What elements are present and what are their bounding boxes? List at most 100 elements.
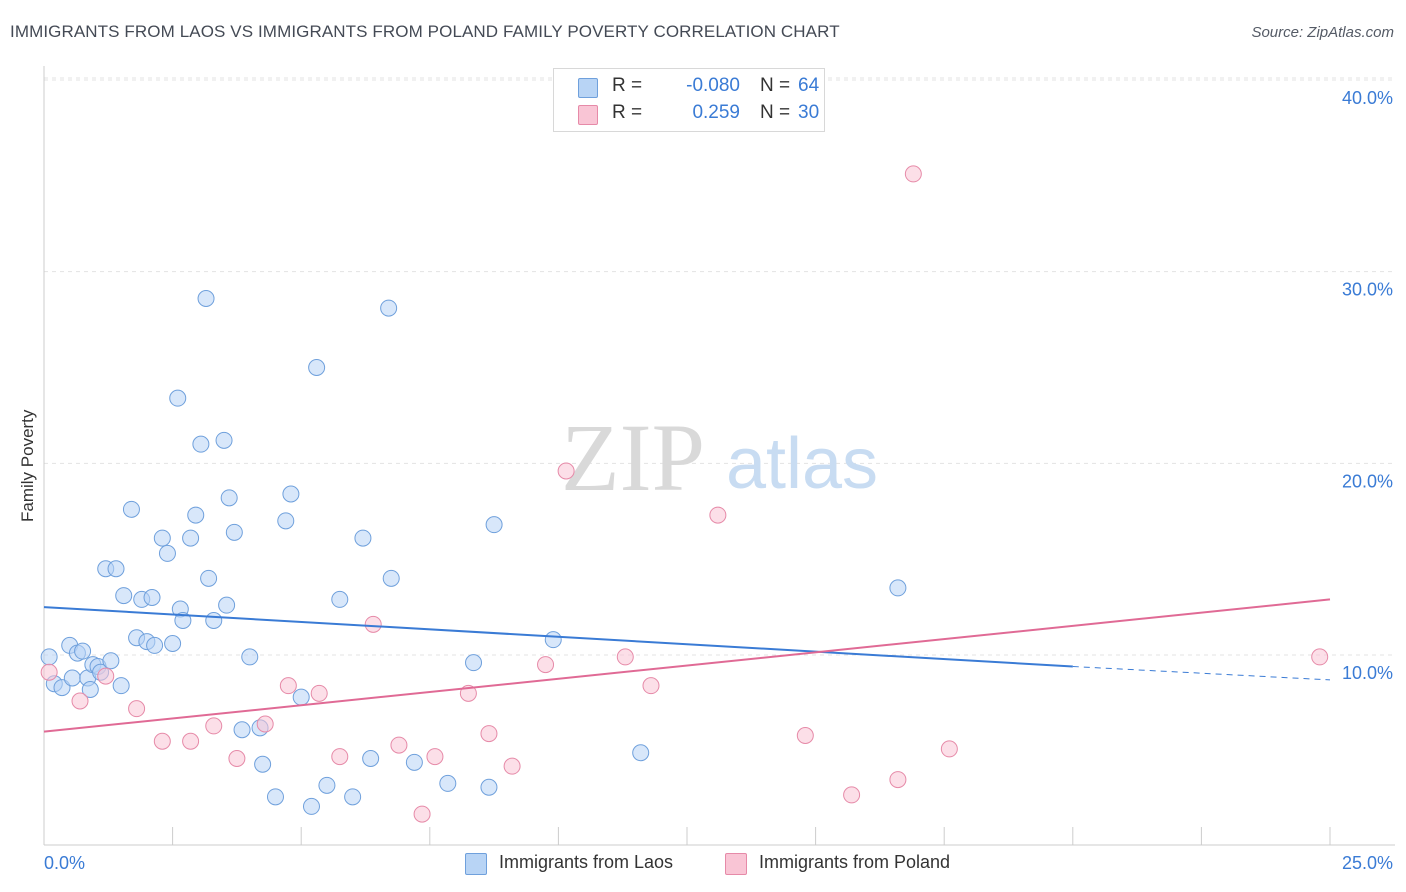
trend-line-poland xyxy=(43,598,1331,733)
laos-point xyxy=(282,485,300,503)
laos-point xyxy=(439,774,457,792)
laos-point xyxy=(544,631,562,649)
poland-point xyxy=(256,715,274,733)
laos-point xyxy=(380,299,398,317)
grid-lines xyxy=(44,77,1395,656)
laos-point xyxy=(254,755,272,773)
laos-point xyxy=(107,560,125,578)
bottom-legend-swatch-poland xyxy=(725,853,747,875)
laos-point xyxy=(302,797,320,815)
laos-point xyxy=(197,290,215,307)
tick-labels: 10.0% 20.0% 30.0% 40.0% 0.0% 25.0% xyxy=(44,88,1393,873)
laos-point xyxy=(158,544,176,562)
laos-point xyxy=(308,359,326,376)
y-tick-label: 20.0% xyxy=(1342,471,1393,491)
laos-point xyxy=(192,435,210,453)
legend-r-label: R = xyxy=(612,102,643,123)
laos-point xyxy=(233,721,251,739)
legend-swatch-laos xyxy=(578,78,598,98)
poland-point xyxy=(843,786,861,804)
y-tick-label: 30.0% xyxy=(1342,280,1393,300)
laos-point xyxy=(465,654,483,672)
poland-point xyxy=(182,732,200,750)
poland-point xyxy=(537,656,555,674)
laos-point xyxy=(218,596,236,614)
series-poland-points xyxy=(40,165,1329,823)
poland-point xyxy=(1311,648,1329,666)
laos-point xyxy=(115,587,133,605)
laos-point xyxy=(182,529,200,547)
poland-point xyxy=(228,750,246,767)
laos-point xyxy=(318,776,336,794)
poland-point xyxy=(503,757,521,775)
laos-point xyxy=(74,642,92,660)
legend-n-label: N = xyxy=(760,75,791,96)
y-axis-label: Family Poverty xyxy=(18,409,37,522)
laos-point xyxy=(266,788,284,806)
laos-point xyxy=(63,669,81,687)
poland-point xyxy=(128,700,146,718)
poland-point xyxy=(310,684,328,702)
legend-r-value: -0.080 xyxy=(686,75,740,96)
poland-point xyxy=(904,165,922,183)
laos-point xyxy=(277,512,295,530)
source-label: Source: ZipAtlas.com xyxy=(1251,24,1394,41)
laos-point xyxy=(112,677,130,695)
poland-point xyxy=(796,727,814,744)
trend-lines xyxy=(43,598,1331,733)
series-laos-points xyxy=(40,290,907,815)
poland-point xyxy=(480,725,498,743)
trend-line-laos xyxy=(43,606,1073,668)
laos-point xyxy=(205,612,223,629)
laos-point xyxy=(143,589,161,606)
poland-point xyxy=(97,667,115,685)
laos-point xyxy=(169,389,187,407)
laos-point xyxy=(146,636,164,654)
laos-point xyxy=(187,506,205,524)
laos-point xyxy=(174,612,192,629)
poland-point xyxy=(940,740,958,758)
poland-point xyxy=(279,677,297,695)
bottom-legend-swatch-laos xyxy=(465,853,487,875)
laos-point xyxy=(480,778,498,796)
y-tick-label: 10.0% xyxy=(1342,663,1393,683)
laos-point xyxy=(485,516,503,534)
poland-point xyxy=(557,462,575,480)
x-tick-label: 25.0% xyxy=(1342,853,1393,873)
laos-point xyxy=(344,788,362,806)
poland-point xyxy=(390,736,408,754)
poland-point xyxy=(426,748,444,766)
chart-title: IMMIGRANTS FROM LAOS VS IMMIGRANTS FROM … xyxy=(10,22,840,41)
laos-point xyxy=(153,529,171,547)
poland-point xyxy=(71,692,89,710)
y-tick-label: 40.0% xyxy=(1342,88,1393,108)
bottom-legend-label-laos: Immigrants from Laos xyxy=(499,852,674,872)
laos-point xyxy=(331,590,349,608)
x-tick-label: 0.0% xyxy=(44,853,85,873)
laos-point xyxy=(164,635,182,652)
laos-point xyxy=(102,652,120,670)
laos-point xyxy=(200,569,218,587)
laos-point xyxy=(220,489,238,507)
laos-point xyxy=(382,569,400,587)
laos-point xyxy=(889,579,907,597)
poland-point xyxy=(642,677,660,695)
laos-point xyxy=(241,648,259,666)
legend-n-value: 64 xyxy=(798,75,820,96)
poland-point xyxy=(889,771,907,789)
legend-n-label: N = xyxy=(760,102,791,123)
poland-point xyxy=(205,717,223,735)
legend-swatch-poland xyxy=(578,105,598,125)
laos-point xyxy=(292,688,310,706)
watermark-atlas: atlas xyxy=(726,424,878,504)
trend-line-laos-extension xyxy=(1072,666,1331,681)
laos-point xyxy=(354,529,372,547)
laos-point xyxy=(81,681,99,698)
laos-point xyxy=(632,744,650,762)
poland-point xyxy=(413,805,431,823)
poland-point xyxy=(364,615,382,633)
poland-point xyxy=(40,663,58,681)
poland-point xyxy=(709,506,727,524)
bottom-legend-label-poland: Immigrants from Poland xyxy=(759,852,951,872)
poland-point xyxy=(616,648,634,666)
